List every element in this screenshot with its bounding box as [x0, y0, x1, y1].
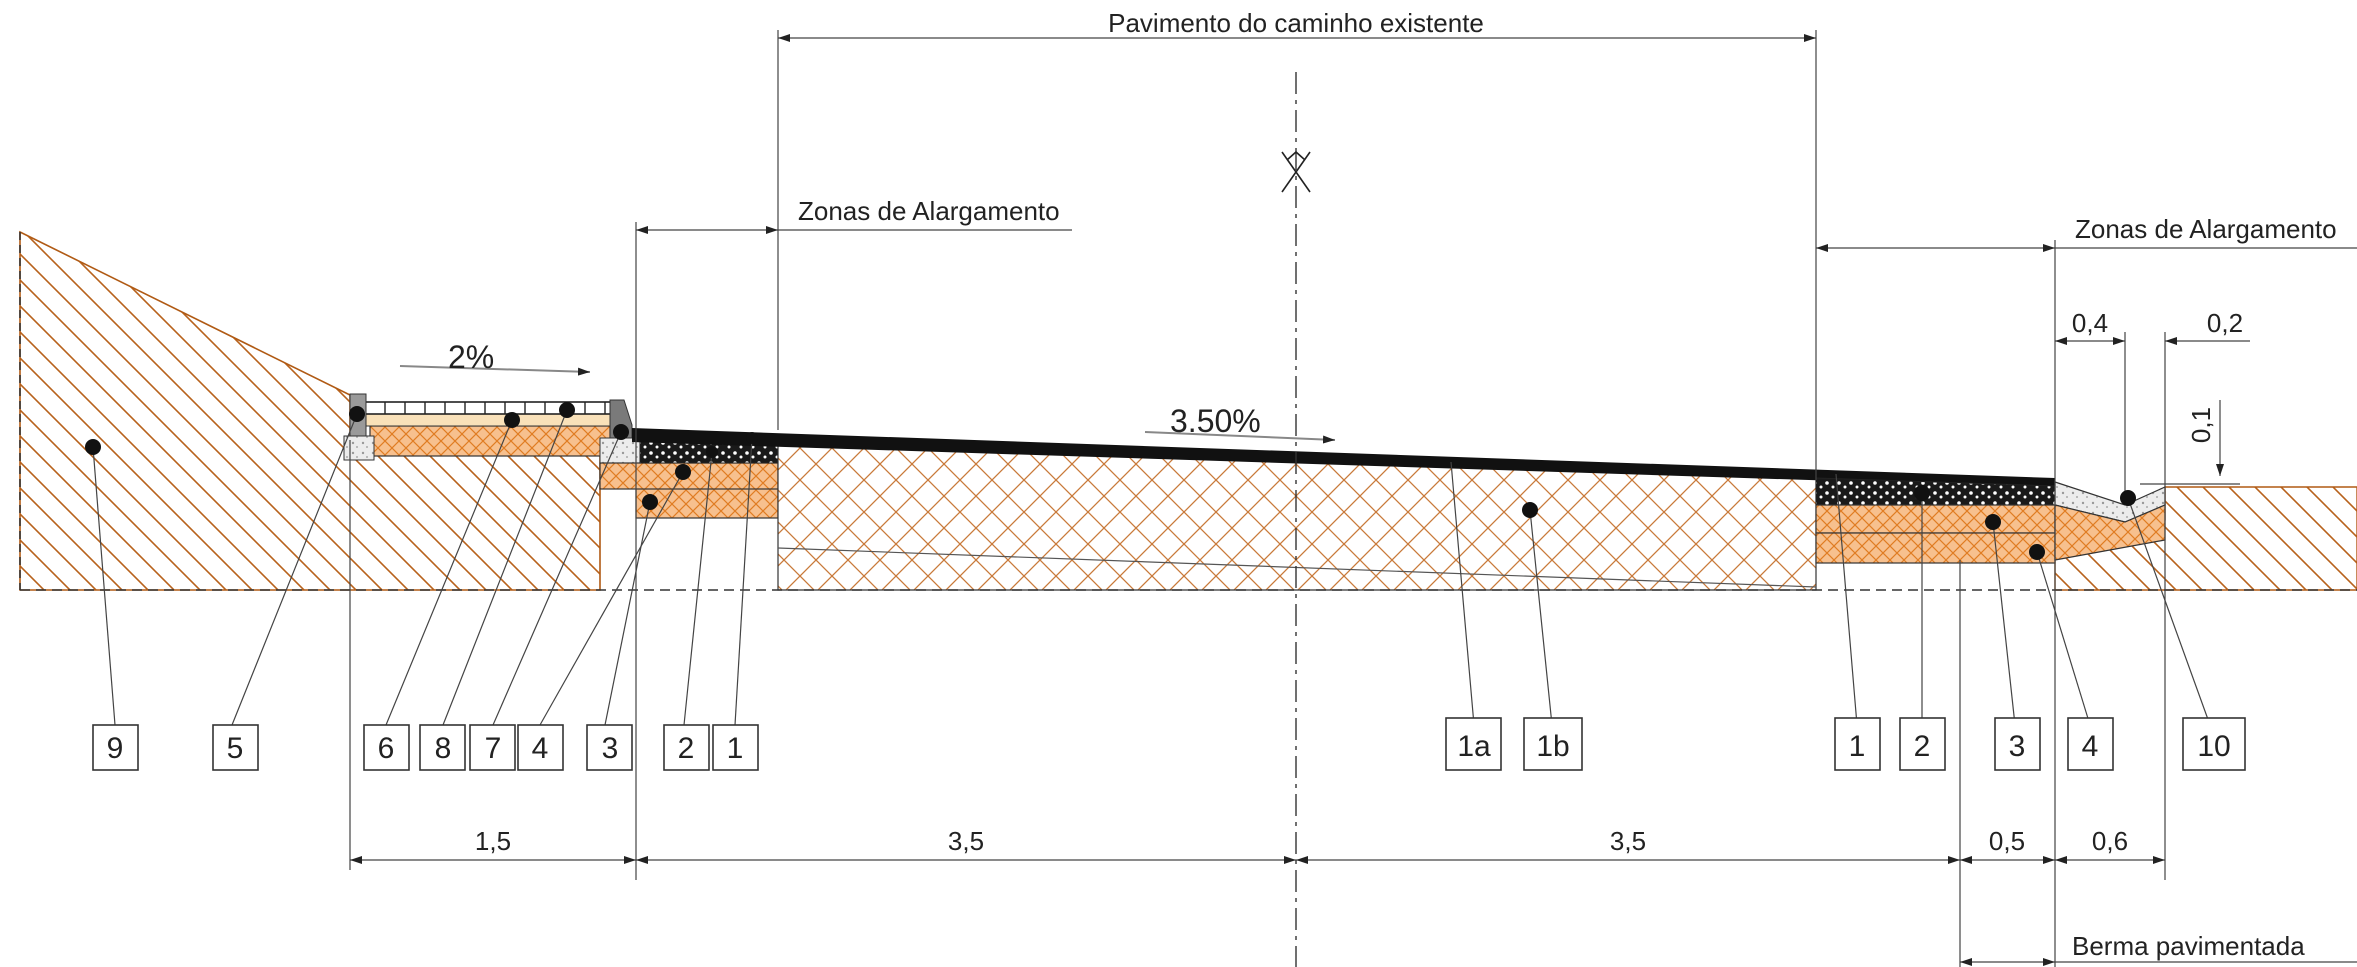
ref-box-1-right [1834, 717, 1881, 771]
ref-label-4-left: 4 [532, 732, 549, 765]
widening-left-label: Zonas de Alargamento [798, 196, 1060, 226]
ref-box-10 [2182, 717, 2246, 771]
ref-box-3-right [1994, 717, 2041, 771]
ref-label-2-right: 2 [1914, 730, 1931, 763]
ref-label-4-right: 4 [2082, 730, 2099, 763]
ref-label-10: 10 [2197, 730, 2230, 763]
ref-box-1a [1445, 717, 1502, 771]
sidewalk-sand-layer [364, 413, 616, 427]
ref-box-2-left [663, 724, 710, 771]
ref-label-1-left: 1 [727, 732, 744, 765]
ref-box-5 [212, 724, 259, 771]
slope-road-label: 3.50% [1170, 403, 1261, 439]
paved-shoulder-label: Berma pavimentada [2072, 931, 2305, 961]
subgrade-bottom-line [777, 547, 1817, 588]
ref-box-3-left [586, 724, 633, 771]
dim-sidewalk-label: 1,5 [475, 826, 511, 856]
ref-label-3-left: 3 [602, 732, 619, 765]
existing-pavement-label: Pavimento do caminho existente [1108, 8, 1484, 38]
dim-02-label: 0,2 [2207, 308, 2243, 338]
dim-lane-right-label: 3,5 [1610, 826, 1646, 856]
sidewalk-back-kerb-foundation [343, 435, 375, 461]
sidewalk-pavers [361, 401, 618, 415]
ref-label-5: 5 [227, 732, 244, 765]
dim-04-label: 0,4 [2072, 308, 2108, 338]
ref-label-1a: 1a [1457, 730, 1491, 763]
ref-label-2-left: 2 [678, 732, 695, 765]
ref-box-9 [92, 724, 139, 771]
slope-sidewalk-label: 2% [448, 339, 494, 375]
leader-dots [85, 402, 2136, 560]
centerline-symbol [1281, 150, 1311, 193]
dim-shoulder-label: 0,5 [1989, 826, 2025, 856]
ref-label-3-right: 3 [2009, 730, 2026, 763]
dim-lane-left-label: 3,5 [948, 826, 984, 856]
ref-box-8 [419, 724, 466, 771]
ref-box-4-right [2067, 717, 2114, 771]
ref-box-1b [1523, 717, 1583, 771]
ref-box-1-left [712, 724, 759, 771]
ref-box-4-left [517, 724, 564, 771]
ref-label-8: 8 [435, 732, 452, 765]
dim-01-label: 0,1 [2186, 407, 2216, 443]
slope-road-arrow [1144, 431, 1336, 444]
reference-labels: 9 5 6 8 7 4 3 2 1 1a 1b 1 2 3 4 10 [92, 717, 2246, 771]
sidewalk-base-orange [369, 425, 611, 457]
ref-label-1-right: 1 [1849, 730, 1866, 763]
ref-box-2-right [1899, 717, 1946, 771]
ref-box-6 [363, 724, 410, 771]
ref-box-7 [469, 724, 516, 771]
right-widening-base [1815, 504, 2056, 534]
slope-sidewalk-arrow [399, 365, 591, 376]
asphalt-wearing-course [632, 428, 2055, 488]
leader-lines [92, 409, 2211, 726]
widening-right-label: Zonas de Alargamento [2075, 214, 2337, 244]
dim-ditch-label: 0,6 [2092, 826, 2128, 856]
ref-label-9: 9 [107, 732, 124, 765]
right-widening-subbase [1815, 532, 2056, 564]
ref-label-7: 7 [485, 732, 502, 765]
ref-label-6: 6 [378, 732, 395, 765]
ref-label-1b: 1b [1536, 730, 1569, 763]
